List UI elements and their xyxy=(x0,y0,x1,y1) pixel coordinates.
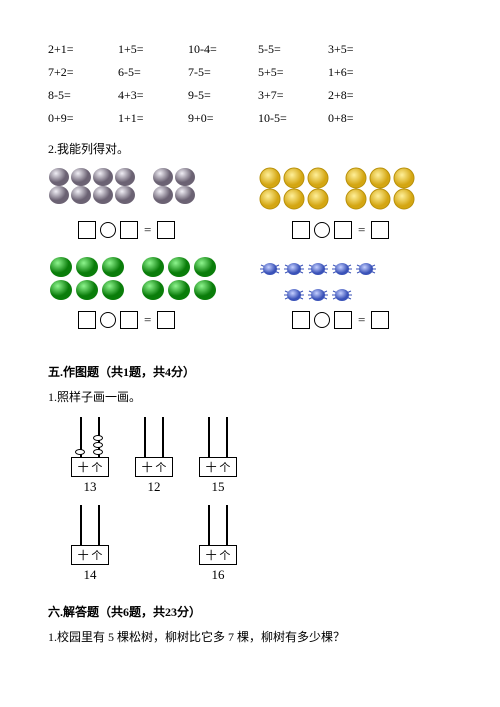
cookies-group xyxy=(258,167,416,211)
arith-cell: 1+1= xyxy=(118,107,188,130)
arith-cell: 9-5= xyxy=(188,84,258,107)
box-icon xyxy=(292,221,310,239)
abacus-label: 十 个 xyxy=(199,545,238,565)
abacus-label: 十 个 xyxy=(71,545,110,565)
box-icon xyxy=(334,221,352,239)
spiders-svg-top xyxy=(258,255,378,283)
abacus-number: 15 xyxy=(212,479,225,495)
equals-sign: = xyxy=(356,222,367,238)
abacus-number: 14 xyxy=(84,567,97,583)
melons-svg-left xyxy=(48,255,126,303)
box-icon xyxy=(334,311,352,329)
abacus-16: 十 个 16 xyxy=(196,505,240,583)
equation-boxes-2: = xyxy=(292,221,389,239)
box-icon xyxy=(371,311,389,329)
arith-cell: 3+7= xyxy=(258,84,328,107)
section-6-q1: 1.校园里有 5 棵松树，柳树比它多 7 棵，柳树有多少棵？ xyxy=(48,628,452,645)
circle-icon xyxy=(314,312,330,328)
q2-label: 2.我能列得对。 xyxy=(48,140,452,157)
box-icon xyxy=(371,221,389,239)
arith-cell: 6-5= xyxy=(118,61,188,84)
section-5-title: 五.作图题（共1题，共4分） xyxy=(48,363,452,380)
abacus-row-2: 十 个 14 十 个 16 xyxy=(68,505,452,583)
equation-boxes-3: = xyxy=(78,311,175,329)
arith-cell: 1+6= xyxy=(328,61,398,84)
equation-boxes-1: = xyxy=(78,221,175,239)
abacus-13: 十 个 13 xyxy=(68,417,112,495)
arith-cell: 1+5= xyxy=(118,38,188,61)
arith-cell: 8-5= xyxy=(48,84,118,107)
spheres-group xyxy=(48,167,200,207)
circle-icon xyxy=(100,312,116,328)
abacus-label: 十 个 xyxy=(71,457,110,477)
picture-arithmetic-region: = = = = xyxy=(48,167,452,347)
abacus-14: 十 个 14 xyxy=(68,505,112,583)
abacus-15: 十 个 15 xyxy=(196,417,240,495)
abacus-number: 12 xyxy=(148,479,161,495)
equation-boxes-4: = xyxy=(292,311,389,329)
arith-cell: 9+0= xyxy=(188,107,258,130)
arith-cell: 0+8= xyxy=(328,107,398,130)
arith-cell: 2+8= xyxy=(328,84,398,107)
box-icon xyxy=(120,311,138,329)
abacus-12: 十 个 12 xyxy=(132,417,176,495)
box-icon xyxy=(78,311,96,329)
section-6-title: 六.解答题（共6题，共23分） xyxy=(48,603,452,620)
box-icon xyxy=(292,311,310,329)
abacus-row-1: 十 个 13 十 个 12 十 个 15 xyxy=(68,417,452,495)
arith-cell: 5+5= xyxy=(258,61,328,84)
abacus-label: 十 个 xyxy=(199,457,238,477)
circle-icon xyxy=(314,222,330,238)
spiders-group xyxy=(258,255,378,283)
section-5-q1: 1.照样子画一画。 xyxy=(48,388,452,405)
abacus-number: 16 xyxy=(212,567,225,583)
abacus-number: 13 xyxy=(84,479,97,495)
box-icon xyxy=(157,221,175,239)
box-icon xyxy=(157,311,175,329)
arithmetic-grid: 2+1= 1+5= 10-4= 5-5= 3+5= 7+2= 6-5= 7-5=… xyxy=(48,38,398,130)
cookies-svg-right xyxy=(344,167,416,211)
arith-cell: 5-5= xyxy=(258,38,328,61)
circle-icon xyxy=(100,222,116,238)
arith-cell: 7-5= xyxy=(188,61,258,84)
equals-sign: = xyxy=(142,312,153,328)
abacus-label: 十 个 xyxy=(135,457,174,477)
box-icon xyxy=(78,221,96,239)
arith-cell: 4+3= xyxy=(118,84,188,107)
arith-cell: 7+2= xyxy=(48,61,118,84)
melons-svg-right xyxy=(140,255,218,303)
arith-cell: 10-4= xyxy=(188,38,258,61)
arith-cell: 10-5= xyxy=(258,107,328,130)
melons-group xyxy=(48,255,218,303)
spheres-svg-left xyxy=(48,167,138,207)
arith-cell: 3+5= xyxy=(328,38,398,61)
arith-cell: 0+9= xyxy=(48,107,118,130)
equals-sign: = xyxy=(356,312,367,328)
spheres-svg-right xyxy=(152,167,200,207)
spiders-svg-bottom xyxy=(282,281,354,309)
box-icon xyxy=(120,221,138,239)
equals-sign: = xyxy=(142,222,153,238)
cookies-svg-left xyxy=(258,167,330,211)
arith-cell: 2+1= xyxy=(48,38,118,61)
